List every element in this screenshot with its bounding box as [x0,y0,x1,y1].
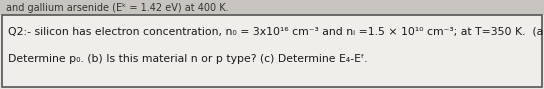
FancyBboxPatch shape [0,0,544,15]
Text: Determine p₀. (b) Is this material n or p type? (c) Determine E₄-Eᶠ.: Determine p₀. (b) Is this material n or … [8,54,368,64]
Text: Q2:- silicon has electron concentration, n₀ = 3x10¹⁶ cm⁻³ and nᵢ =1.5 × 10¹⁰ cm⁻: Q2:- silicon has electron concentration,… [8,26,544,36]
FancyBboxPatch shape [2,15,542,87]
Text: and gallium arsenide (Eᵏ = 1.42 eV) at 400 K.: and gallium arsenide (Eᵏ = 1.42 eV) at 4… [6,3,228,13]
